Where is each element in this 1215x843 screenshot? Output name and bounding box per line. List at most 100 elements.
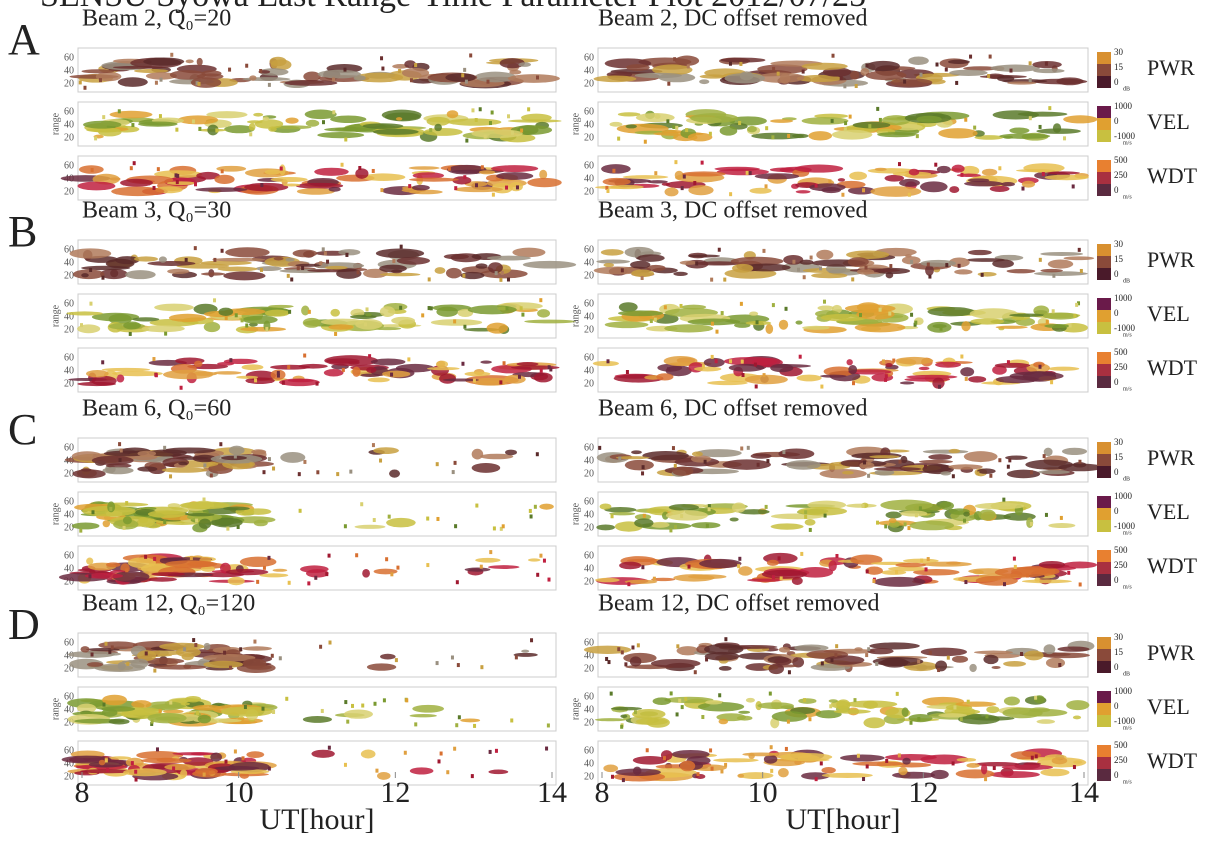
echo-gate <box>510 718 514 723</box>
echo-blob <box>249 75 257 81</box>
echo-gate <box>296 266 300 271</box>
echo-gate <box>700 160 704 165</box>
echo-gate <box>262 470 266 475</box>
plot-frame <box>597 740 1089 786</box>
colorbar-tick: 15 <box>1114 452 1124 462</box>
echo-gate <box>888 311 892 316</box>
echo-gate <box>224 759 228 764</box>
colorbar-segment <box>1097 550 1111 562</box>
echo-gate <box>673 57 677 62</box>
echo-blob <box>522 260 577 269</box>
colorbar-segment <box>1097 364 1111 376</box>
y-tick-label: 20 <box>64 663 74 674</box>
echo-gate <box>464 79 468 84</box>
colorbar-tick: -1000 <box>1114 131 1135 141</box>
echo-blob <box>665 365 692 377</box>
echo-gate <box>321 247 325 252</box>
colorbar-tick: 0 <box>1114 377 1119 387</box>
echo-blob <box>391 316 416 325</box>
echo-blob <box>91 375 117 386</box>
echo-blob <box>296 188 335 195</box>
echo-gate <box>456 663 460 668</box>
echo-gate <box>355 553 359 558</box>
echo-blob <box>730 256 784 266</box>
echo-blob <box>270 364 311 370</box>
echo-blob <box>223 506 250 511</box>
echo-blob <box>218 307 234 317</box>
echo-gate <box>764 504 768 509</box>
echo-gate <box>917 717 921 722</box>
echo-blob <box>379 272 421 277</box>
echo-blob <box>801 772 830 780</box>
colorbar-tick: 1000 <box>1114 686 1133 696</box>
echo-gate <box>741 373 745 378</box>
echo-blob <box>920 647 967 657</box>
echo-gate <box>867 473 871 478</box>
echo-blob <box>127 557 156 569</box>
echo-blob <box>770 363 794 373</box>
echo-blob <box>117 661 126 671</box>
echo-blob <box>609 121 623 127</box>
echo-blob <box>412 184 430 191</box>
echo-blob <box>865 566 883 575</box>
echo-blob <box>72 469 106 479</box>
echo-blob <box>206 111 248 119</box>
echo-gate <box>835 553 839 558</box>
echo-gate <box>771 303 775 308</box>
echo-blob <box>1072 715 1082 720</box>
echo-gate <box>379 458 383 463</box>
echo-gate <box>172 766 176 771</box>
plot-frame <box>597 47 1089 93</box>
echo-gate <box>281 380 285 385</box>
echo-blob <box>615 456 650 460</box>
echo-gate <box>662 756 666 761</box>
echo-blob <box>729 517 739 522</box>
echo-gate <box>332 77 336 82</box>
echo-blob <box>989 185 1010 192</box>
echo-blob <box>521 113 552 122</box>
echo-blob <box>490 165 539 173</box>
y-axis-label: range <box>570 502 581 525</box>
echo-blob <box>664 187 679 197</box>
echo-gate <box>710 354 714 359</box>
echo-blob <box>147 260 196 266</box>
echo-blob <box>1036 128 1081 134</box>
echo-blob <box>84 572 124 579</box>
echo-blob <box>1006 469 1041 479</box>
echo-gate <box>256 579 260 584</box>
echo-blob <box>703 643 744 655</box>
echo-gate <box>267 457 271 462</box>
echo-gate <box>375 768 379 773</box>
echo-gate <box>1058 663 1062 668</box>
echo-blob <box>799 259 814 265</box>
echo-gate <box>966 699 970 704</box>
echo-blob <box>635 113 675 123</box>
plot-frame <box>77 491 557 537</box>
echo-blob <box>279 378 320 387</box>
echo-gate <box>327 745 331 750</box>
echo-gate <box>739 61 743 66</box>
echo-blob <box>877 131 916 138</box>
echo-blob <box>765 323 774 335</box>
echo-gate <box>678 698 682 703</box>
echo-blob <box>624 459 654 471</box>
echo-gate <box>819 761 823 766</box>
y-tick-label: 60 <box>64 244 74 255</box>
y-tick-label: 20 <box>64 378 74 389</box>
echo-blob <box>362 568 370 578</box>
echo-blob <box>622 175 669 179</box>
y-tick-label: 40 <box>584 173 594 184</box>
echo-blob <box>763 754 778 764</box>
y-tick-label: 60 <box>584 745 594 756</box>
echo-blob <box>80 646 90 653</box>
echo-gate <box>680 705 684 710</box>
colorbar-segment <box>1097 76 1111 88</box>
echo-blob <box>143 57 185 66</box>
echo-blob <box>117 77 148 87</box>
echo-gate <box>118 442 122 447</box>
echo-gate <box>90 167 94 172</box>
echo-gate <box>326 259 330 264</box>
echo-gate <box>898 459 902 464</box>
echo-blob <box>920 181 948 193</box>
echo-blob <box>1016 169 1056 173</box>
